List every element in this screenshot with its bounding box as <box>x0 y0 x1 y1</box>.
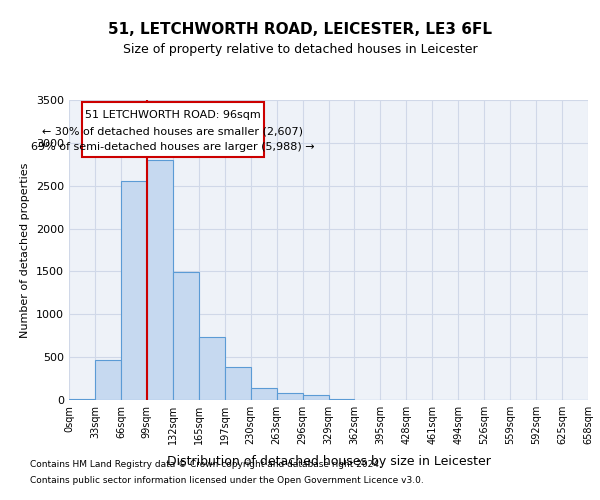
Text: 51, LETCHWORTH ROAD, LEICESTER, LE3 6FL: 51, LETCHWORTH ROAD, LEICESTER, LE3 6FL <box>108 22 492 38</box>
Text: 69% of semi-detached houses are larger (5,988) →: 69% of semi-detached houses are larger (… <box>31 142 314 152</box>
Text: ← 30% of detached houses are smaller (2,607): ← 30% of detached houses are smaller (2,… <box>42 126 303 136</box>
Bar <box>69 399 95 400</box>
Bar <box>225 368 251 400</box>
Bar <box>302 395 329 400</box>
Text: Contains HM Land Registry data © Crown copyright and database right 2024.: Contains HM Land Registry data © Crown c… <box>30 460 382 469</box>
Text: Size of property relative to detached houses in Leicester: Size of property relative to detached ho… <box>122 42 478 56</box>
Bar <box>277 393 302 400</box>
Bar <box>121 182 147 400</box>
Bar <box>147 160 173 400</box>
Text: 51 LETCHWORTH ROAD: 96sqm: 51 LETCHWORTH ROAD: 96sqm <box>85 110 260 120</box>
Bar <box>95 360 121 400</box>
Y-axis label: Number of detached properties: Number of detached properties <box>20 162 31 338</box>
Bar <box>251 388 277 400</box>
Bar <box>173 272 199 400</box>
X-axis label: Distribution of detached houses by size in Leicester: Distribution of detached houses by size … <box>167 456 490 468</box>
Bar <box>329 399 355 400</box>
Text: Contains public sector information licensed under the Open Government Licence v3: Contains public sector information licen… <box>30 476 424 485</box>
Bar <box>199 336 224 400</box>
